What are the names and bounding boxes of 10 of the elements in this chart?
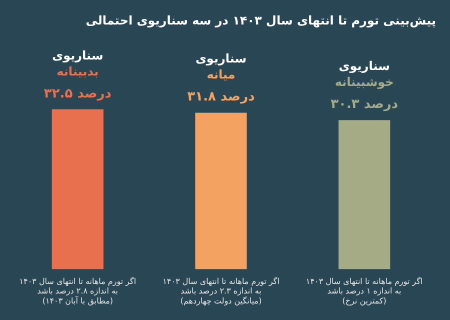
data-label: ۳۱.۸ درصد [187,90,256,105]
x-tick-label: اگر تورم ماهانه تا انتهای سال ۱۴۰۳ به اندازه ۲.۸ درصد باشد (مطابق با آبان ۱۴۰۳) [19,276,136,306]
x-tick-label: اگر تورم ماهانه تا انتهای سال ۱۴۰۳ به اندازه ۲.۳ درصد باشد (میانگین دولت چهاردهم) [162,276,280,306]
x-tick-label: اگر تورم ماهانه تا انتهای سال ۱۴۰۳ به اندازه ۱ درصد باشد (کمترین نرخ) [306,276,423,306]
annotation: سناریوی میانه [195,52,247,82]
chart-title: پیش‌بینی تورم تا انتهای سال ۱۴۰۳ در سه سناریوی احتمالی [86,13,436,28]
data-label: ۳۲.۵ درصد [44,86,112,102]
annotation: سناریوی خوشبینانه [334,59,394,90]
data-label: ۳۰.۳ درصد [330,97,398,112]
annotation: سناریوی بدبینانه [52,48,104,78]
